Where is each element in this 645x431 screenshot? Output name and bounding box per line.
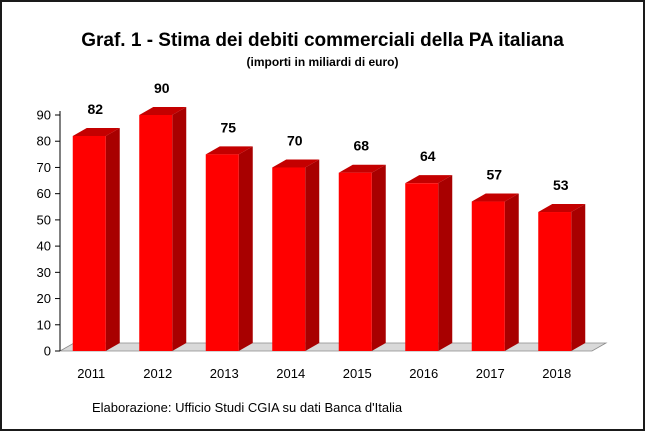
data-label: 75 — [220, 119, 236, 135]
y-tick-label: 70 — [37, 160, 51, 175]
data-label: 64 — [420, 148, 436, 164]
bar-side — [305, 159, 320, 351]
data-label: 90 — [154, 80, 170, 96]
y-tick-label: 30 — [37, 265, 51, 280]
data-label: 68 — [353, 138, 369, 154]
bar — [272, 167, 306, 351]
bar — [139, 115, 173, 351]
bar-side — [371, 164, 386, 351]
y-tick-label: 10 — [37, 317, 51, 332]
data-label: 82 — [87, 101, 103, 117]
bar — [205, 154, 239, 351]
bar-side — [438, 175, 453, 351]
bar-top — [272, 159, 320, 168]
bar-top — [205, 146, 253, 155]
bar-side — [238, 146, 253, 351]
y-tick-label: 90 — [37, 108, 51, 123]
x-tick-label: 2018 — [542, 366, 571, 381]
source-note: Elaborazione: Ufficio Studi CGIA su dati… — [92, 400, 403, 415]
bar-top — [338, 164, 386, 173]
bar-side — [172, 107, 187, 351]
x-tick-label: 2014 — [276, 366, 305, 381]
bar — [405, 183, 439, 351]
bar-top — [405, 175, 453, 184]
x-tick-label: 2011 — [77, 366, 105, 381]
bar — [72, 135, 106, 351]
bar — [471, 201, 505, 351]
y-tick-label: 20 — [37, 291, 51, 306]
chart-title: Graf. 1 - Stima dei debiti commerciali d… — [81, 30, 564, 51]
bar-side — [504, 193, 519, 351]
x-tick-label: 2013 — [210, 366, 239, 381]
bar — [538, 212, 572, 351]
data-label: 53 — [553, 177, 569, 193]
bar-top — [471, 193, 519, 202]
bar-side — [571, 204, 586, 351]
y-tick-label: 40 — [37, 239, 51, 254]
x-tick-label: 2012 — [143, 366, 172, 381]
x-tick-label: 2016 — [409, 366, 438, 381]
bar-side — [105, 127, 120, 351]
bar — [338, 172, 372, 351]
bar-top — [72, 127, 120, 136]
y-tick-label: 60 — [37, 186, 51, 201]
y-tick-label: 80 — [37, 134, 51, 149]
data-label: 70 — [287, 132, 303, 148]
y-tick-label: 50 — [37, 212, 51, 227]
chart-subtitle: (importi in miliardi di euro) — [246, 55, 399, 69]
bar-top — [139, 107, 187, 115]
data-label: 57 — [486, 167, 502, 183]
x-tick-label: 2015 — [343, 366, 372, 381]
x-tick-label: 2017 — [476, 366, 505, 381]
y-tick-label: 0 — [44, 344, 51, 359]
bar-top — [538, 204, 586, 213]
